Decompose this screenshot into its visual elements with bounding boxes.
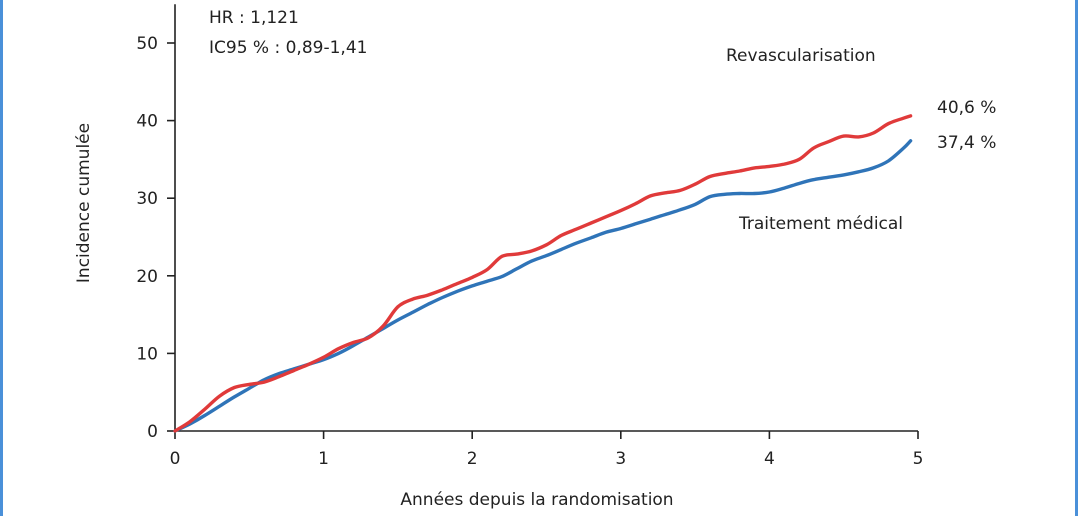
x-tick-label: 0 xyxy=(170,449,181,469)
y-tick-label: 50 xyxy=(136,34,158,54)
series-line-traitement-medical xyxy=(173,139,913,433)
end-label-revascularisation: 40,6 % xyxy=(937,98,996,118)
y-axis-label: Incidence cumulée xyxy=(74,123,94,283)
y-tick-label: 30 xyxy=(136,189,158,209)
x-tick-label: 1 xyxy=(318,449,329,469)
y-tick-label: 20 xyxy=(136,267,158,287)
end-label-traitement-medical: 37,4 % xyxy=(937,133,996,153)
series-line-revascularisation xyxy=(173,114,913,433)
series-name-revascularisation: Revascularisation xyxy=(726,46,876,66)
y-tick-label: 0 xyxy=(147,422,158,442)
x-tick-label: 5 xyxy=(913,449,924,469)
x-tick-label: 2 xyxy=(467,449,478,469)
axes: 0 10 20 30 40 50 0 1 2 3 4 5 xyxy=(136,4,923,469)
confidence-interval-label: IC95 % : 0,89-1,41 xyxy=(209,38,367,58)
series-layer xyxy=(173,114,913,433)
y-tick-label: 40 xyxy=(136,112,158,132)
x-axis-label: Années depuis la randomisation xyxy=(400,490,673,510)
x-tick-label: 3 xyxy=(615,449,626,469)
x-ticks: 0 1 2 3 4 5 xyxy=(170,431,924,469)
series-name-traitement-medical: Traitement médical xyxy=(738,214,903,234)
y-tick-label: 10 xyxy=(136,344,158,364)
x-tick-label: 4 xyxy=(764,449,775,469)
hazard-ratio-label: HR : 1,121 xyxy=(209,8,299,28)
y-ticks: 0 10 20 30 40 50 xyxy=(136,34,175,442)
